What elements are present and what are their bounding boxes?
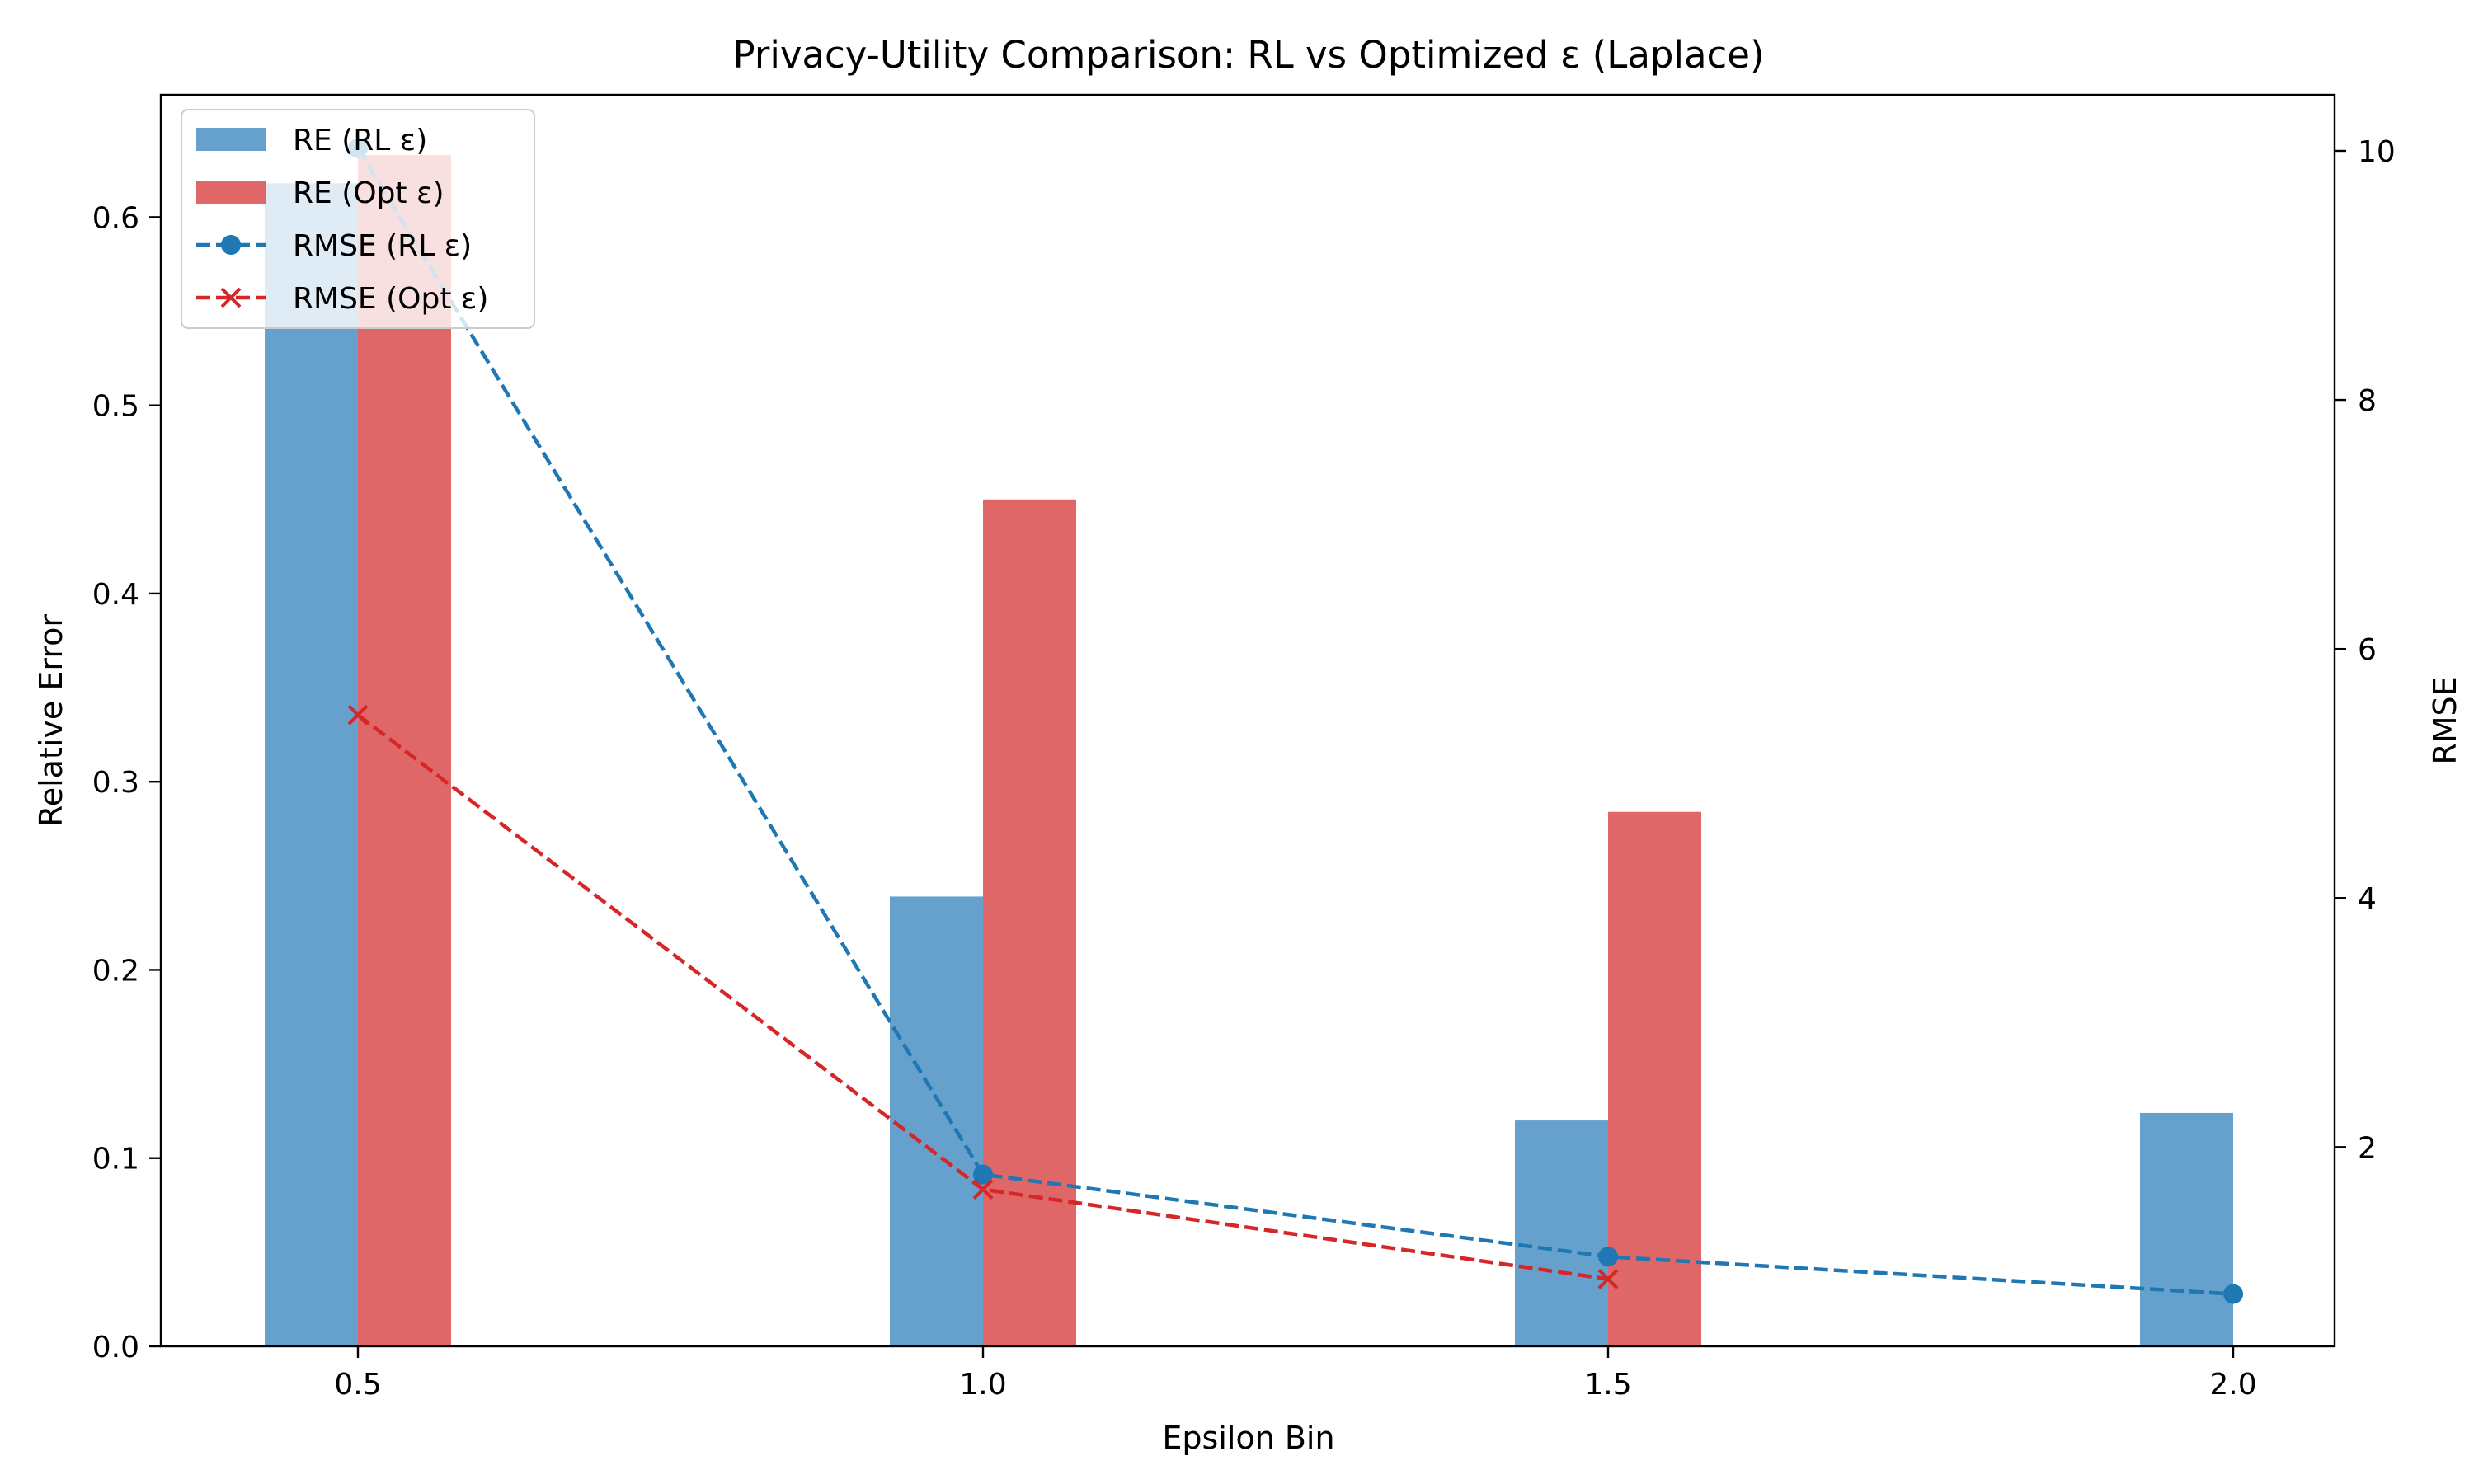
point-rmse-opt-2: [1597, 1269, 1619, 1289]
y-tick-label-4: 0.4: [92, 578, 139, 612]
x-tick-label-2: 1.5: [1584, 1368, 1631, 1402]
y2-tick-label-2: 6: [2358, 633, 2377, 667]
legend-swatch-0: [196, 128, 266, 151]
point-rmse-rl-3: [2223, 1284, 2243, 1304]
x-tick-label-1: 1.0: [959, 1368, 1006, 1402]
y-tick-label-2: 0.2: [92, 954, 139, 988]
x-axis-label: Epsilon Bin: [1162, 1420, 1334, 1456]
legend-label-0: RE (RL ε): [293, 124, 427, 157]
x-axis: 0.5 1.0 1.5 2.0: [334, 1346, 2257, 1402]
line-rmse-rl: [356, 147, 2234, 1296]
legend-box: [181, 109, 535, 329]
bar-re-rl-2: [1515, 1120, 1608, 1346]
y2-tick-label-1: 4: [2358, 882, 2377, 916]
y-axis-right: 2 4 6 8 10: [2335, 135, 2396, 1165]
legend-label-3: RMSE (Opt ε): [293, 282, 488, 316]
legend: RE (RL ε) RE (Opt ε) RMSE (RL ε) RMSE (Opt …: [181, 109, 535, 329]
bar-re-opt-2: [1608, 811, 1701, 1346]
legend-marker-2: [221, 235, 241, 255]
bar-re-opt-1: [983, 499, 1076, 1346]
chart-title: Privacy-Utility Comparison: RL vs Optimi…: [732, 33, 1764, 77]
marker-stroke: [347, 704, 369, 726]
x-tick-label-3: 2.0: [2209, 1368, 2256, 1402]
y-tick-label-0: 0.0: [92, 1331, 139, 1364]
y-axis-label: Relative Error: [33, 614, 69, 827]
point-rmse-opt-1: [972, 1179, 994, 1200]
plot-frame: [159, 93, 2336, 1348]
point-rmse-rl-2: [1598, 1247, 1618, 1267]
y2-axis-label: RMSE: [2427, 676, 2463, 764]
point-rmse-rl-1: [973, 1164, 993, 1185]
y-tick-label-6: 0.6: [92, 201, 139, 235]
marker-stroke: [1597, 1269, 1619, 1289]
marker-stroke: [972, 1179, 994, 1200]
x-tick-label-0: 0.5: [334, 1368, 381, 1402]
bar-re-opt-0: [358, 155, 451, 1346]
y-tick-label-1: 0.1: [92, 1143, 139, 1176]
y2-tick-label-4: 10: [2358, 135, 2396, 169]
legend-label-2: RMSE (RL ε): [293, 229, 472, 263]
point-rmse-opt-0: [347, 704, 369, 726]
lines-group: [347, 138, 2243, 1304]
bar-re-rl-1: [890, 896, 983, 1346]
y2-tick-label-0: 2: [2358, 1131, 2377, 1165]
y-tick-label-3: 0.3: [92, 766, 139, 800]
y-tick-label-5: 0.5: [92, 390, 139, 424]
y2-tick-label-3: 8: [2358, 384, 2377, 418]
bar-re-rl-3: [2140, 1112, 2233, 1346]
legend-label-1: RE (Opt ε): [293, 176, 444, 210]
bar-re-rl-0: [265, 183, 358, 1346]
legend-swatch-1: [196, 181, 266, 204]
y-axis-left: 0.0 0.1 0.2 0.3 0.4 0.5 0.6: [92, 201, 161, 1364]
legend-marker-3: [220, 287, 242, 308]
